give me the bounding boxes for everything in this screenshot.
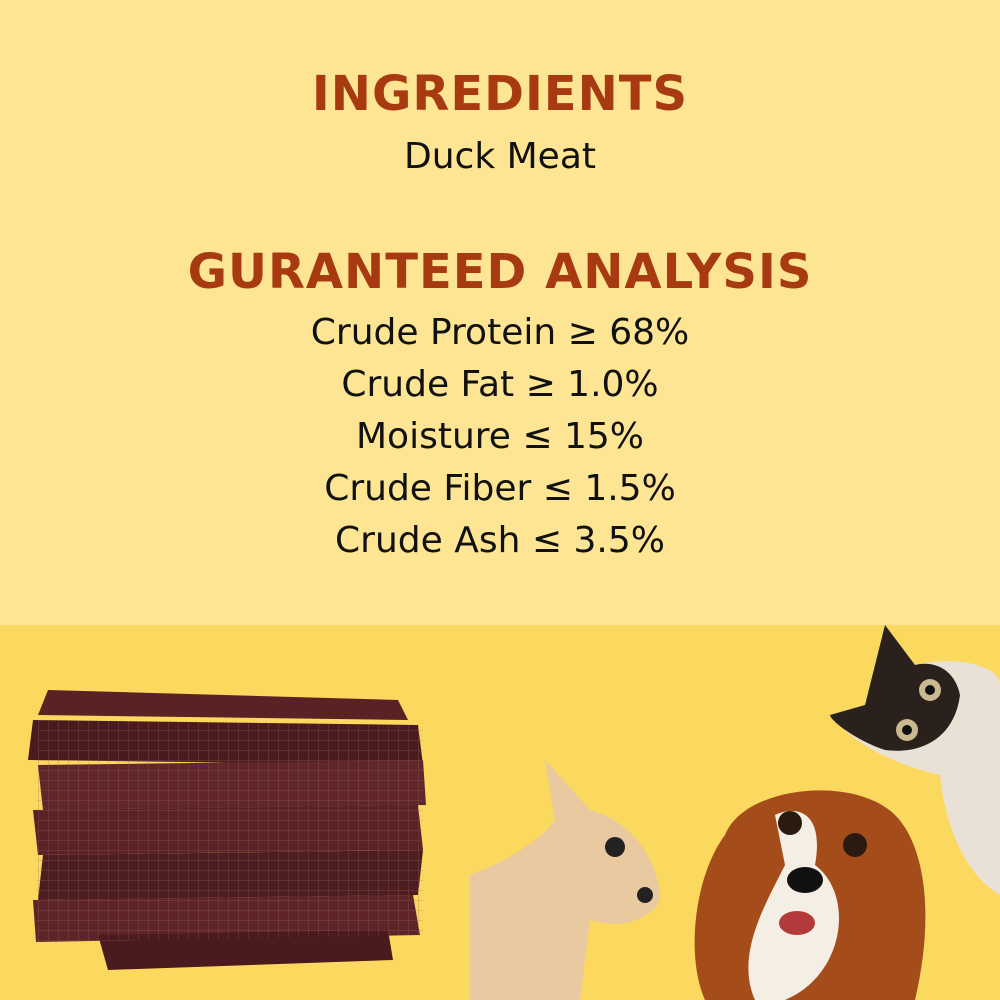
analysis-heading: GURANTEED ANALYSIS (187, 244, 813, 300)
ingredients-heading: INGREDIENTS (311, 66, 689, 122)
analysis-item: Crude Ash ≤ 3.5% (335, 520, 665, 561)
analysis-item: Crude Fat ≥ 1.0% (341, 364, 659, 405)
analysis-item: Moisture ≤ 15% (356, 416, 644, 457)
analysis-item: Crude Protein ≥ 68% (310, 312, 690, 353)
analysis-item: Crude Fiber ≤ 1.5% (324, 468, 676, 509)
cat-photo (830, 625, 1000, 895)
puppy-photo (470, 760, 660, 1000)
duck-jerky-photo (28, 690, 426, 970)
info-panel (0, 0, 1000, 625)
spaniel-photo (694, 790, 926, 1000)
ingredients-text: Duck Meat (403, 136, 596, 177)
